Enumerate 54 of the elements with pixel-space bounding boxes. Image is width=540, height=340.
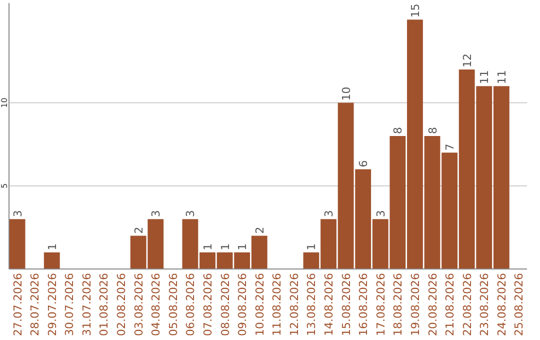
data-label: 2 — [253, 226, 266, 234]
data-label: 2 — [132, 226, 146, 234]
data-label: 15 — [408, 4, 422, 18]
y-tick-label: 5 — [0, 183, 9, 188]
x-tick-label: 28.07.2026 — [28, 273, 42, 336]
x-tick-label: 10.08.2026 — [253, 273, 266, 336]
x-tick-label: 19.08.2026 — [408, 273, 422, 336]
data-label: 3 — [11, 210, 24, 218]
x-tick-label: 16.08.2026 — [357, 273, 370, 336]
bar — [9, 219, 26, 269]
data-label: 8 — [392, 127, 405, 134]
x-tick-label: 09.08.2026 — [236, 273, 250, 336]
data-label: 8 — [426, 127, 440, 134]
x-tick-label: 25.08.2026 — [512, 273, 526, 336]
x-tick-label: 29.07.2026 — [46, 273, 59, 336]
data-label: 11 — [495, 70, 508, 84]
x-tick-label: 23.08.2026 — [478, 273, 492, 336]
x-tick-label: 21.08.2026 — [444, 273, 457, 336]
data-label: 3 — [322, 210, 336, 218]
x-tick-label: 11.08.2026 — [270, 273, 284, 336]
data-label: 12 — [460, 54, 474, 68]
x-tick-label: 01.08.2026 — [98, 273, 111, 336]
x-tick-label: 03.08.2026 — [132, 273, 146, 336]
data-label: 1 — [201, 243, 214, 250]
x-tick-label: 13.08.2026 — [305, 273, 318, 336]
data-label: 11 — [478, 70, 492, 84]
data-label: 10 — [340, 86, 353, 101]
data-label: 7 — [444, 144, 457, 151]
x-tick-label: 14.08.2026 — [322, 273, 336, 336]
x-tick-label: 30.07.2026 — [63, 273, 76, 336]
x-tick-label: 06.08.2026 — [184, 273, 198, 336]
data-label: 6 — [357, 160, 370, 168]
x-tick-label: 27.07.2026 — [11, 273, 24, 336]
x-tick-label: 07.08.2026 — [201, 273, 214, 336]
data-label: 3 — [184, 210, 198, 218]
x-tick-label: 02.08.2026 — [115, 273, 128, 336]
data-label: 1 — [236, 243, 250, 250]
data-label: 3 — [150, 210, 163, 218]
x-tick-label: 15.08.2026 — [340, 273, 353, 336]
x-tick-label: 20.08.2026 — [426, 273, 440, 336]
data-label: 3 — [374, 210, 388, 218]
x-tick-label: 12.08.2026 — [288, 273, 301, 336]
x-tick-label: 24.08.2026 — [495, 273, 508, 336]
data-label: 1 — [218, 243, 232, 250]
data-label: 1 — [305, 243, 318, 250]
x-tick-label: 18.08.2026 — [392, 273, 405, 336]
data-label: 1 — [46, 243, 59, 250]
x-tick-label: 05.08.2026 — [166, 273, 180, 336]
x-tick-label: 17.08.2026 — [374, 273, 388, 336]
bar — [44, 252, 60, 269]
x-tick-label: 04.08.2026 — [150, 273, 163, 336]
x-tick-label: 22.08.2026 — [460, 273, 474, 336]
x-tick-label: 31.07.2026 — [80, 273, 94, 336]
x-tick-label: 08.08.2026 — [218, 273, 232, 336]
